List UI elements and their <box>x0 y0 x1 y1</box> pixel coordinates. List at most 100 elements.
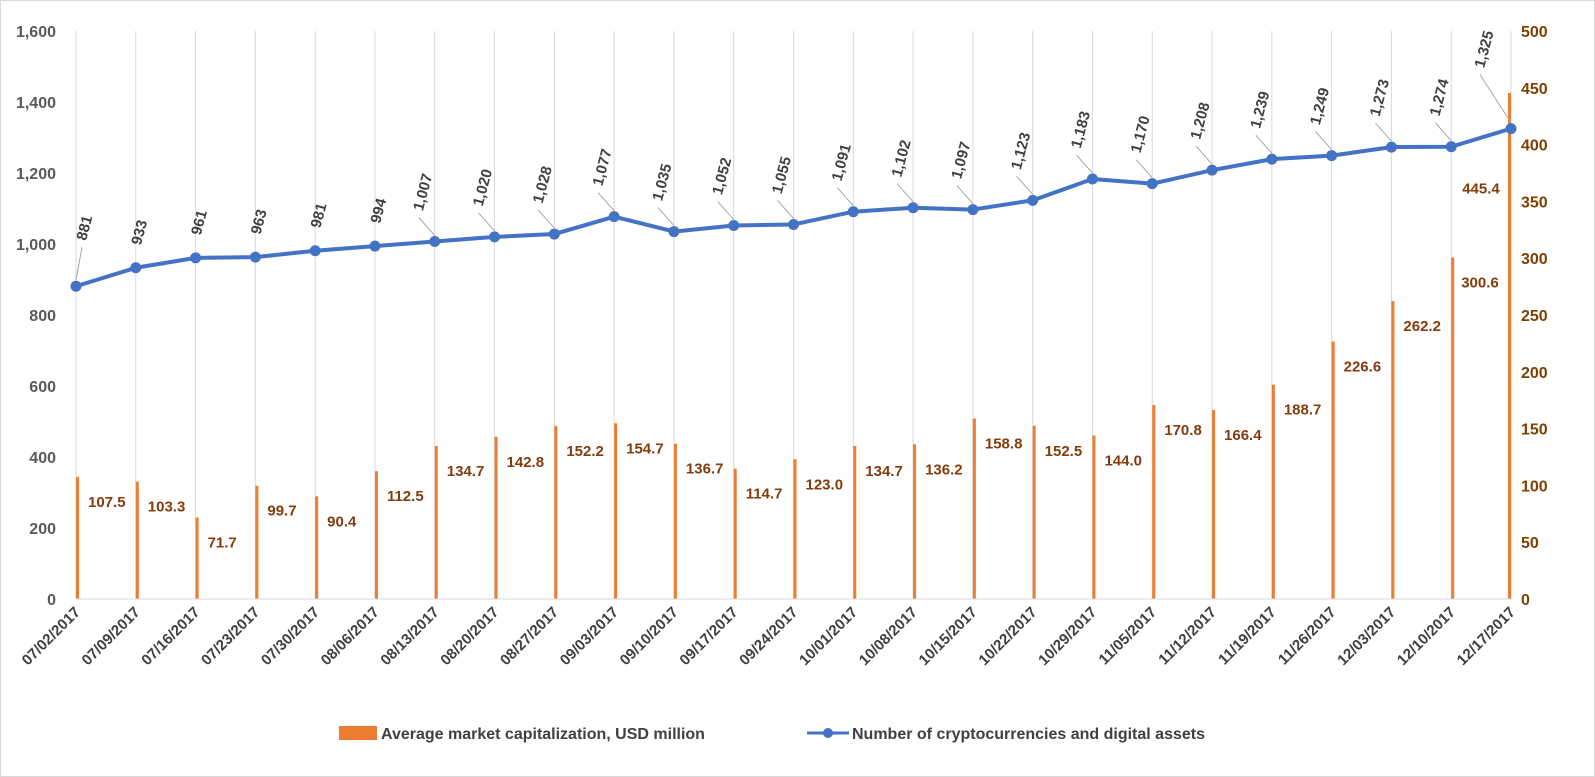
y-right-tick-label: 0 <box>1521 592 1530 609</box>
bar <box>853 445 857 599</box>
line-point <box>1027 194 1039 206</box>
line-data-label: 1,077 <box>590 147 616 188</box>
bar <box>1451 257 1455 599</box>
x-tick-label: 12/17/2017 <box>1454 604 1519 669</box>
label-leader-line <box>537 209 555 229</box>
legend-label-bar: Average market capitalization, USD milli… <box>381 726 705 743</box>
bar <box>1391 301 1395 599</box>
line-point <box>907 202 919 214</box>
line-data-label: 1,274 <box>1427 76 1453 117</box>
label-leader-line <box>597 192 615 211</box>
bar <box>554 426 558 599</box>
line-data-label: 1,208 <box>1187 101 1213 142</box>
x-tick-label: 10/08/2017 <box>856 604 921 669</box>
line-point <box>728 220 740 232</box>
y-right-tick-label: 100 <box>1521 478 1548 495</box>
line-point <box>1266 153 1278 165</box>
bar <box>195 517 199 599</box>
x-tick-label: 10/29/2017 <box>1035 604 1100 669</box>
line-point <box>70 280 82 292</box>
line-data-label: 981 <box>308 201 331 230</box>
x-tick-label: 08/27/2017 <box>497 604 562 669</box>
line-data-label: 1,170 <box>1128 114 1154 155</box>
y-left-tick-label: 1,400 <box>16 95 56 112</box>
y-left-tick-label: 1,600 <box>16 24 56 41</box>
y-right-tick-label: 350 <box>1521 194 1548 211</box>
bar <box>1092 435 1096 599</box>
bar-data-label: 142.8 <box>507 454 545 471</box>
x-tick-label: 10/22/2017 <box>975 604 1040 669</box>
bar <box>76 476 79 599</box>
line-point <box>309 245 321 257</box>
bar-data-label: 136.7 <box>686 461 724 478</box>
line-point <box>249 251 261 263</box>
bar <box>374 471 378 599</box>
legend-swatch-bar <box>339 726 377 740</box>
label-leader-line <box>956 185 974 204</box>
x-tick-label: 10/01/2017 <box>796 604 861 669</box>
bar-data-label: 154.7 <box>626 440 664 457</box>
bar <box>1032 425 1036 599</box>
y-right-tick-label: 500 <box>1521 24 1548 41</box>
leader-lines <box>75 74 1512 281</box>
line-data-label: 1,055 <box>769 155 795 196</box>
bar-data-label: 103.3 <box>148 499 186 516</box>
line-point <box>1445 141 1457 153</box>
y-right-tick-label: 400 <box>1521 138 1548 155</box>
bar-data-label: 300.6 <box>1461 275 1499 292</box>
y-left-tick-label: 800 <box>29 308 56 325</box>
line-data-label: 1,325 <box>1471 29 1497 70</box>
label-leader-line <box>836 187 854 207</box>
bar <box>1508 93 1511 599</box>
bar <box>315 496 319 599</box>
y-left-tick-label: 0 <box>47 592 56 609</box>
label-leader-line <box>1434 122 1452 142</box>
bar <box>1152 404 1156 599</box>
line-data-label: 1,273 <box>1367 77 1393 118</box>
line-data-label: 1,052 <box>709 156 735 197</box>
label-leader-line <box>896 183 914 203</box>
bar <box>494 436 498 599</box>
x-tick-label: 08/06/2017 <box>318 604 383 669</box>
y-right-tick-label: 150 <box>1521 422 1548 439</box>
line-point <box>608 211 620 223</box>
bar-data-label: 136.2 <box>925 461 963 478</box>
x-tick-label: 11/26/2017 <box>1275 604 1340 669</box>
line-data-label: 1,097 <box>948 140 974 181</box>
line-point <box>1326 150 1338 162</box>
bar-data-label: 158.8 <box>985 436 1023 453</box>
y-left-tick-label: 1,200 <box>16 166 56 183</box>
y-right-tick-label: 450 <box>1521 81 1548 98</box>
x-tick-label: 12/10/2017 <box>1394 604 1459 669</box>
bar-data-label: 144.0 <box>1104 452 1142 469</box>
bar <box>1331 341 1335 599</box>
bar <box>434 445 438 599</box>
line-data-label: 1,020 <box>470 167 496 208</box>
line-series <box>70 123 1517 292</box>
x-tick-label: 11/12/2017 <box>1155 604 1220 669</box>
bar-data-label: 90.4 <box>327 513 357 530</box>
y-left-tick-label: 200 <box>29 521 56 538</box>
bar <box>1212 409 1216 599</box>
bar-data-label: 170.8 <box>1164 422 1202 439</box>
line-data-label: 1,239 <box>1247 90 1273 131</box>
line-data-label: 933 <box>128 218 151 247</box>
bar <box>793 459 797 599</box>
bar-data-label: 226.6 <box>1344 359 1382 376</box>
bar-data-label: 123.0 <box>806 476 844 493</box>
label-leader-line <box>1016 176 1034 195</box>
y-left-tick-label: 600 <box>29 379 56 396</box>
x-tick-label: 07/30/2017 <box>258 604 323 669</box>
label-leader-line <box>418 217 436 236</box>
line-data-label: 1,249 <box>1307 86 1333 127</box>
line-data-label: 1,091 <box>829 142 855 183</box>
bar-series <box>76 93 1511 599</box>
bar <box>255 485 259 599</box>
bar <box>733 468 737 599</box>
x-tick-label: 09/10/2017 <box>617 604 682 669</box>
line-point <box>847 206 859 218</box>
bar <box>614 423 618 599</box>
line-point <box>967 204 979 216</box>
x-tick-label: 07/23/2017 <box>198 604 263 669</box>
line-data-label: 961 <box>188 208 211 237</box>
